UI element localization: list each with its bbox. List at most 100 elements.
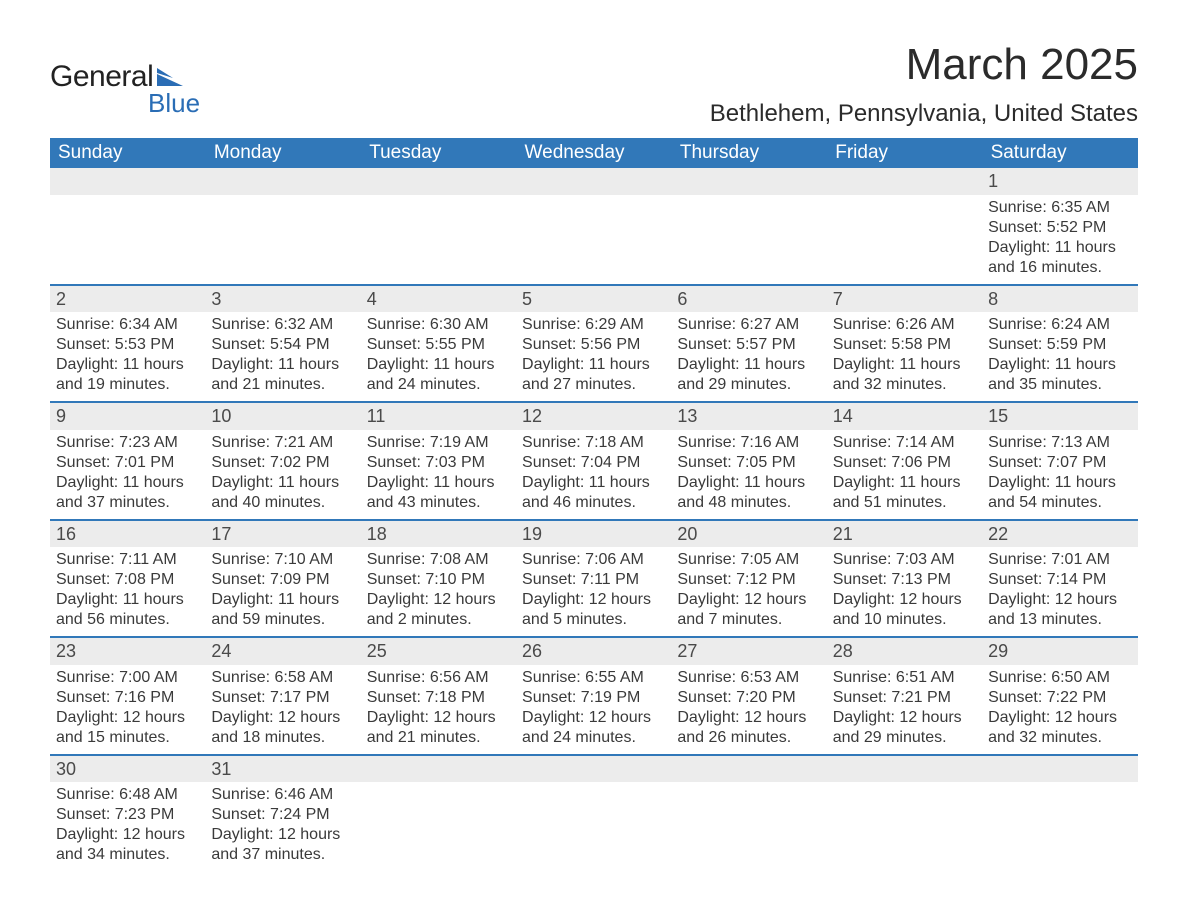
day-number-cell: 13: [671, 402, 826, 430]
day-number-cell: 21: [827, 520, 982, 548]
sunset-text: Sunset: 7:17 PM: [211, 688, 354, 708]
daylight-text: Daylight: 12 hours and 7 minutes.: [677, 590, 820, 630]
day-detail-cell: [982, 782, 1137, 871]
day-number-cell: 24: [205, 637, 360, 665]
daylight-text: Daylight: 11 hours and 24 minutes.: [367, 355, 510, 395]
sunrise-text: Sunrise: 6:46 AM: [211, 785, 354, 805]
sunrise-text: Sunrise: 7:14 AM: [833, 433, 976, 453]
day-detail-cell: Sunrise: 6:53 AMSunset: 7:20 PMDaylight:…: [671, 665, 826, 755]
day-detail-cell: [516, 195, 671, 285]
sunset-text: Sunset: 7:07 PM: [988, 453, 1131, 473]
day-detail-cell: Sunrise: 6:55 AMSunset: 7:19 PMDaylight:…: [516, 665, 671, 755]
day-detail-cell: [671, 195, 826, 285]
daylight-text: Daylight: 12 hours and 10 minutes.: [833, 590, 976, 630]
day-number-row: 3031: [50, 755, 1138, 783]
logo: General Blue: [50, 60, 200, 119]
daylight-text: Daylight: 12 hours and 18 minutes.: [211, 708, 354, 748]
sunset-text: Sunset: 7:16 PM: [56, 688, 199, 708]
weekday-header: Sunday: [50, 138, 205, 168]
sunset-text: Sunset: 5:55 PM: [367, 335, 510, 355]
sunset-text: Sunset: 7:20 PM: [677, 688, 820, 708]
day-number-cell: [361, 168, 516, 195]
daylight-text: Daylight: 11 hours and 37 minutes.: [56, 473, 199, 513]
sunrise-text: Sunrise: 6:53 AM: [677, 668, 820, 688]
sunrise-text: Sunrise: 7:08 AM: [367, 550, 510, 570]
month-title: March 2025: [710, 40, 1138, 90]
sunset-text: Sunset: 7:21 PM: [833, 688, 976, 708]
day-number-cell: 30: [50, 755, 205, 783]
daylight-text: Daylight: 11 hours and 43 minutes.: [367, 473, 510, 513]
day-detail-cell: Sunrise: 7:00 AMSunset: 7:16 PMDaylight:…: [50, 665, 205, 755]
sunrise-text: Sunrise: 6:32 AM: [211, 315, 354, 335]
day-detail-cell: Sunrise: 7:13 AMSunset: 7:07 PMDaylight:…: [982, 430, 1137, 520]
day-number-cell: [205, 168, 360, 195]
header: General Blue March 2025 Bethlehem, Penns…: [50, 40, 1138, 128]
day-number-cell: 15: [982, 402, 1137, 430]
day-detail-cell: [361, 195, 516, 285]
day-detail-cell: Sunrise: 7:05 AMSunset: 7:12 PMDaylight:…: [671, 547, 826, 637]
logo-flag-icon: [157, 68, 183, 86]
daylight-text: Daylight: 12 hours and 26 minutes.: [677, 708, 820, 748]
sunset-text: Sunset: 5:57 PM: [677, 335, 820, 355]
day-detail-cell: Sunrise: 6:58 AMSunset: 7:17 PMDaylight:…: [205, 665, 360, 755]
day-number-cell: [671, 755, 826, 783]
sunrise-text: Sunrise: 7:16 AM: [677, 433, 820, 453]
day-number-cell: 10: [205, 402, 360, 430]
weekday-header: Monday: [205, 138, 360, 168]
sunset-text: Sunset: 5:54 PM: [211, 335, 354, 355]
day-detail-cell: Sunrise: 6:50 AMSunset: 7:22 PMDaylight:…: [982, 665, 1137, 755]
day-number-cell: 29: [982, 637, 1137, 665]
sunset-text: Sunset: 7:06 PM: [833, 453, 976, 473]
sunrise-text: Sunrise: 6:26 AM: [833, 315, 976, 335]
weekday-header: Wednesday: [516, 138, 671, 168]
sunrise-text: Sunrise: 7:00 AM: [56, 668, 199, 688]
weekday-header: Saturday: [982, 138, 1137, 168]
day-detail-cell: Sunrise: 7:10 AMSunset: 7:09 PMDaylight:…: [205, 547, 360, 637]
daylight-text: Daylight: 11 hours and 56 minutes.: [56, 590, 199, 630]
day-detail-cell: Sunrise: 6:26 AMSunset: 5:58 PMDaylight:…: [827, 312, 982, 402]
sunrise-text: Sunrise: 7:05 AM: [677, 550, 820, 570]
sunrise-text: Sunrise: 6:58 AM: [211, 668, 354, 688]
sunset-text: Sunset: 7:11 PM: [522, 570, 665, 590]
weekday-header-row: Sunday Monday Tuesday Wednesday Thursday…: [50, 138, 1138, 168]
sunrise-text: Sunrise: 6:35 AM: [988, 198, 1131, 218]
daylight-text: Daylight: 12 hours and 29 minutes.: [833, 708, 976, 748]
daylight-text: Daylight: 11 hours and 21 minutes.: [211, 355, 354, 395]
sunset-text: Sunset: 5:56 PM: [522, 335, 665, 355]
sunset-text: Sunset: 7:23 PM: [56, 805, 199, 825]
day-detail-row: Sunrise: 6:48 AMSunset: 7:23 PMDaylight:…: [50, 782, 1138, 871]
day-number-row: 23242526272829: [50, 637, 1138, 665]
day-detail-cell: [361, 782, 516, 871]
daylight-text: Daylight: 11 hours and 35 minutes.: [988, 355, 1131, 395]
sunrise-text: Sunrise: 6:29 AM: [522, 315, 665, 335]
sunset-text: Sunset: 5:53 PM: [56, 335, 199, 355]
day-detail-cell: [827, 782, 982, 871]
day-number-row: 9101112131415: [50, 402, 1138, 430]
day-detail-cell: [671, 782, 826, 871]
day-detail-cell: Sunrise: 6:29 AMSunset: 5:56 PMDaylight:…: [516, 312, 671, 402]
day-detail-cell: Sunrise: 6:46 AMSunset: 7:24 PMDaylight:…: [205, 782, 360, 871]
day-detail-row: Sunrise: 6:34 AMSunset: 5:53 PM Daylight:…: [50, 312, 1138, 402]
day-number-row: 16171819202122: [50, 520, 1138, 548]
daylight-text: Daylight: 12 hours and 15 minutes.: [56, 708, 199, 748]
day-number-cell: [827, 755, 982, 783]
sunset-text: Sunset: 7:02 PM: [211, 453, 354, 473]
day-detail-cell: Sunrise: 6:30 AMSunset: 5:55 PMDaylight:…: [361, 312, 516, 402]
sunset-text: Sunset: 7:12 PM: [677, 570, 820, 590]
day-detail-row: Sunrise: 7:23 AMSunset: 7:01 PMDaylight:…: [50, 430, 1138, 520]
day-number-cell: 17: [205, 520, 360, 548]
daylight-text: Daylight: 11 hours and 46 minutes.: [522, 473, 665, 513]
day-number-row: 1: [50, 168, 1138, 195]
sunrise-text: Sunrise: 7:01 AM: [988, 550, 1131, 570]
sunset-text: Sunset: 5:59 PM: [988, 335, 1131, 355]
day-detail-cell: Sunrise: 6:27 AMSunset: 5:57 PMDaylight:…: [671, 312, 826, 402]
day-number-cell: 12: [516, 402, 671, 430]
daylight-text: Daylight: 12 hours and 5 minutes.: [522, 590, 665, 630]
weekday-header: Tuesday: [361, 138, 516, 168]
day-detail-cell: Sunrise: 7:19 AMSunset: 7:03 PMDaylight:…: [361, 430, 516, 520]
day-number-cell: 8: [982, 285, 1137, 313]
sunrise-text: Sunrise: 6:34 AM: [56, 315, 199, 335]
day-detail-cell: Sunrise: 7:06 AMSunset: 7:11 PMDaylight:…: [516, 547, 671, 637]
daylight-text: Daylight: 11 hours and 29 minutes.: [677, 355, 820, 395]
day-detail-cell: Sunrise: 7:14 AMSunset: 7:06 PMDaylight:…: [827, 430, 982, 520]
